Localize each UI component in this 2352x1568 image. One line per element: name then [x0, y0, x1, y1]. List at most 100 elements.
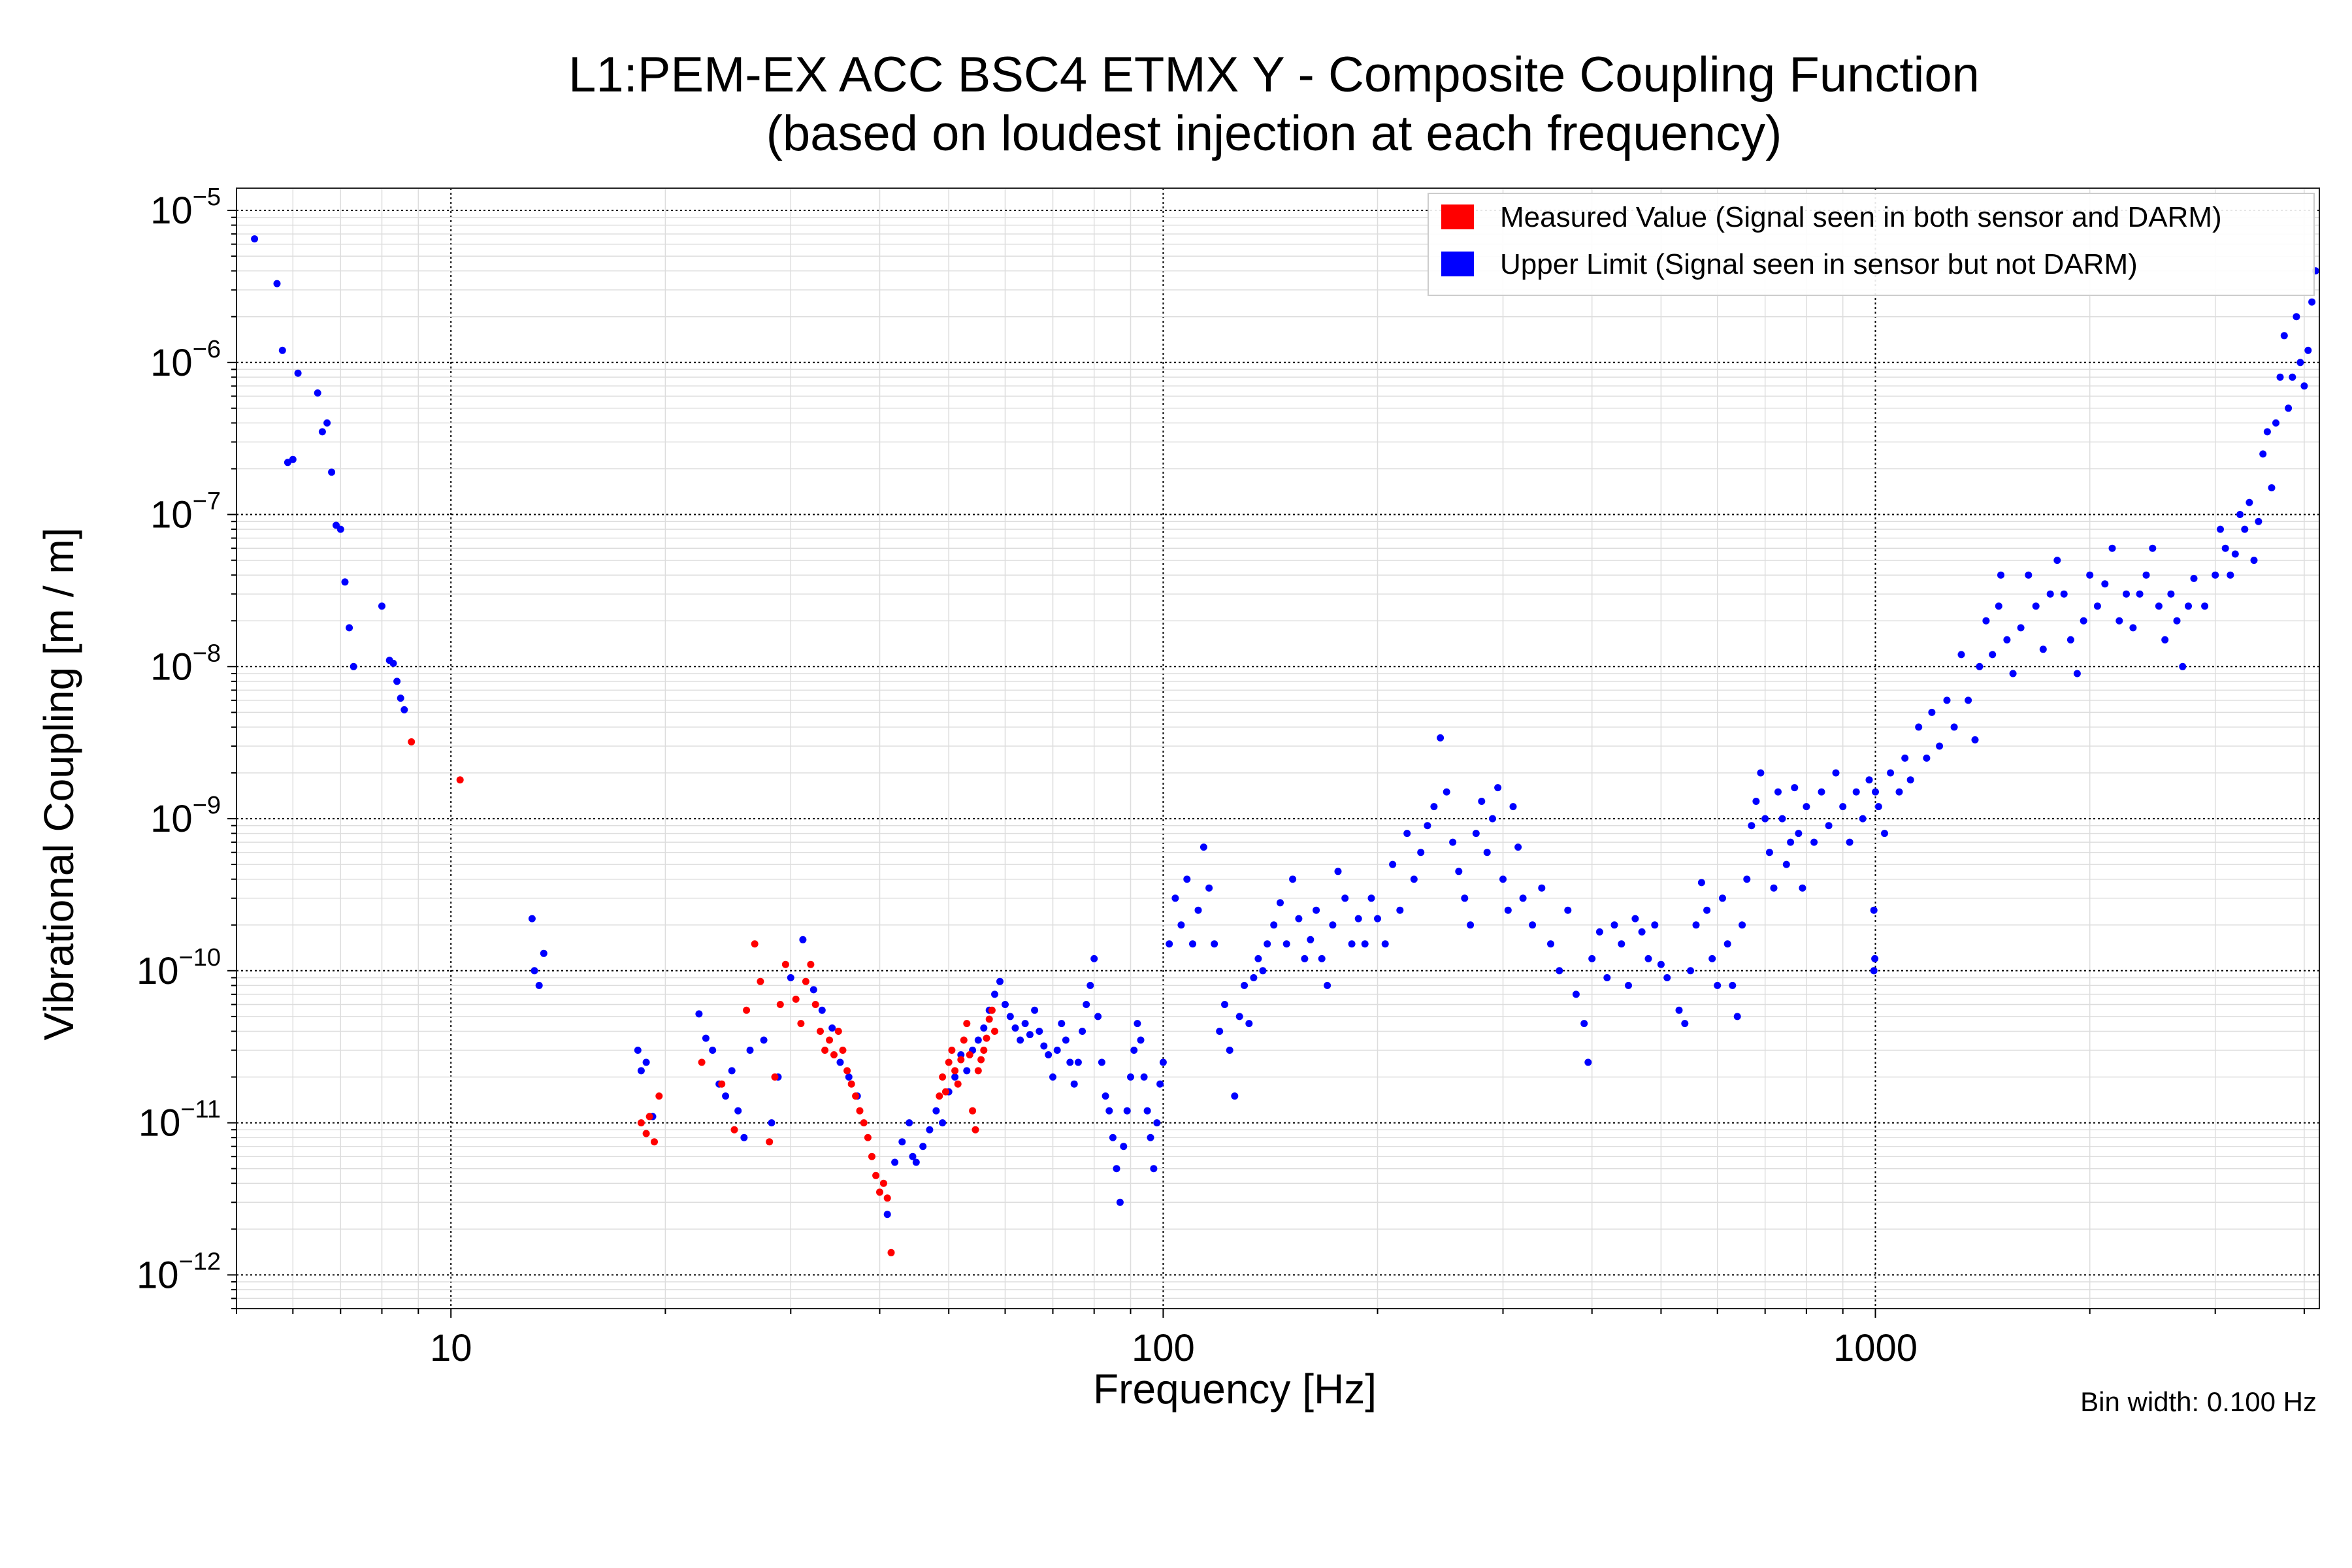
upper-limit-point	[1870, 906, 1878, 914]
upper-limit-point	[1743, 875, 1751, 883]
measured-point	[960, 1036, 968, 1044]
upper-limit-point	[1588, 955, 1596, 962]
upper-limit-point	[289, 455, 297, 463]
upper-limit-point	[909, 1152, 917, 1160]
y-tick-label: 10−12	[137, 1248, 221, 1296]
upper-limit-point	[1723, 940, 1731, 948]
upper-limit-point	[1289, 875, 1297, 883]
upper-limit-point	[1651, 921, 1659, 929]
upper-limit-point	[389, 659, 397, 667]
upper-limit-point	[1026, 1031, 1034, 1039]
upper-limit-point	[2255, 517, 2262, 525]
upper-limit-point	[336, 525, 344, 533]
upper-limit-point	[768, 1119, 776, 1127]
upper-limit-point	[1733, 1013, 1741, 1021]
y-tick-label: 10−10	[137, 944, 221, 992]
upper-limit-point	[378, 602, 385, 610]
upper-limit-point	[2017, 624, 2025, 632]
legend: Measured Value (Signal seen in both sens…	[1428, 193, 2315, 296]
upper-limit-point	[1127, 1073, 1134, 1081]
upper-limit-point	[746, 1047, 754, 1054]
upper-limit-point	[1936, 742, 1944, 750]
upper-limit-point	[1177, 921, 1185, 929]
upper-limit-point	[1547, 940, 1554, 948]
measured-point	[883, 1194, 891, 1202]
x-axis-label: Frequency [Hz]	[1093, 1365, 1377, 1413]
upper-limit-point	[709, 1047, 717, 1054]
upper-limit-point	[1915, 723, 1923, 731]
upper-limit-point	[2086, 571, 2094, 579]
upper-limit-point	[1002, 1001, 1009, 1008]
upper-limit-point	[1334, 868, 1342, 875]
measured-point	[781, 960, 789, 968]
x-axis-ticks: 10 100 1000	[236, 1309, 2305, 1369]
upper-limit-point	[2185, 602, 2192, 610]
measured-point	[792, 995, 800, 1003]
upper-limit-point	[2276, 373, 2284, 381]
upper-limit-point	[1094, 1013, 1102, 1021]
measured-point	[972, 1126, 979, 1134]
upper-limit-point	[1090, 955, 1098, 962]
upper-limit-point	[980, 1024, 988, 1032]
upper-limit-point	[1765, 849, 1773, 857]
y-axis-ticks: 10−5 10−6 10−7 10−8 10−9 10−10 10−11 10−12	[137, 184, 237, 1309]
upper-limit-point	[1062, 1036, 1070, 1044]
upper-limit-point	[1264, 940, 1271, 948]
upper-limit-point	[883, 1211, 891, 1218]
upper-limit-point	[2136, 590, 2144, 598]
upper-limit-point	[1166, 940, 1173, 948]
upper-limit-point	[845, 1073, 853, 1081]
measured-point	[456, 776, 464, 784]
upper-limit-point	[1205, 884, 1213, 892]
upper-limit-point	[1580, 1020, 1588, 1028]
upper-limit-point	[836, 1058, 844, 1066]
upper-limit-point	[1803, 803, 1810, 811]
upper-limit-point	[2231, 550, 2239, 558]
upper-limit-point	[1241, 981, 1249, 989]
upper-limit-point	[828, 1024, 836, 1032]
upper-limit-point	[1719, 894, 1726, 902]
measured-point	[879, 1179, 887, 1187]
x-tick-label: 1000	[1833, 1327, 1918, 1369]
upper-limit-point	[1901, 754, 1909, 762]
upper-limit-point	[1140, 1073, 1148, 1081]
upper-limit-point	[1846, 838, 1854, 846]
upper-limit-point	[2066, 636, 2074, 644]
measured-point	[954, 1080, 962, 1088]
upper-limit-point	[1538, 884, 1546, 892]
upper-limit-point	[318, 428, 326, 436]
upper-limit-point	[1729, 981, 1737, 989]
upper-limit-point	[2272, 419, 2279, 427]
upper-limit-point	[1791, 784, 1799, 792]
upper-limit-point	[1367, 894, 1375, 902]
chart-subtitle: (based on loudest injection at each freq…	[766, 106, 1782, 161]
measured-point	[743, 1006, 751, 1014]
upper-limit-point	[1307, 936, 1315, 943]
measured-point	[847, 1080, 855, 1088]
upper-limit-point	[1074, 1058, 1082, 1066]
upper-limit-point	[1610, 921, 1618, 929]
plot-frame	[236, 188, 2320, 1309]
bin-width-note: Bin width: 0.100 Hz	[2080, 1386, 2317, 1417]
upper-limit-point	[1971, 736, 1979, 743]
upper-limit-point	[2268, 484, 2276, 492]
upper-limit-point	[1098, 1058, 1105, 1066]
upper-limit-point	[1871, 955, 1879, 962]
upper-limit-point	[1011, 1024, 1019, 1032]
upper-limit-point	[1799, 884, 1806, 892]
upper-limit-point	[1657, 960, 1665, 968]
upper-limit-point	[1053, 1047, 1061, 1054]
upper-limit-point	[2073, 670, 2081, 678]
upper-limit-point	[2236, 511, 2244, 518]
measured-point	[941, 1088, 949, 1096]
upper-limit-point	[1102, 1092, 1109, 1100]
upper-limit-point	[328, 468, 336, 476]
upper-limit-point	[1313, 906, 1320, 914]
measured-point	[645, 1113, 653, 1120]
measured-point	[817, 1028, 824, 1035]
upper-limit-point	[1150, 1165, 1158, 1173]
measured-point	[977, 1056, 985, 1064]
upper-limit-point	[1928, 708, 1936, 716]
upper-limit-point	[760, 1036, 768, 1044]
upper-limit-point	[932, 1107, 940, 1115]
